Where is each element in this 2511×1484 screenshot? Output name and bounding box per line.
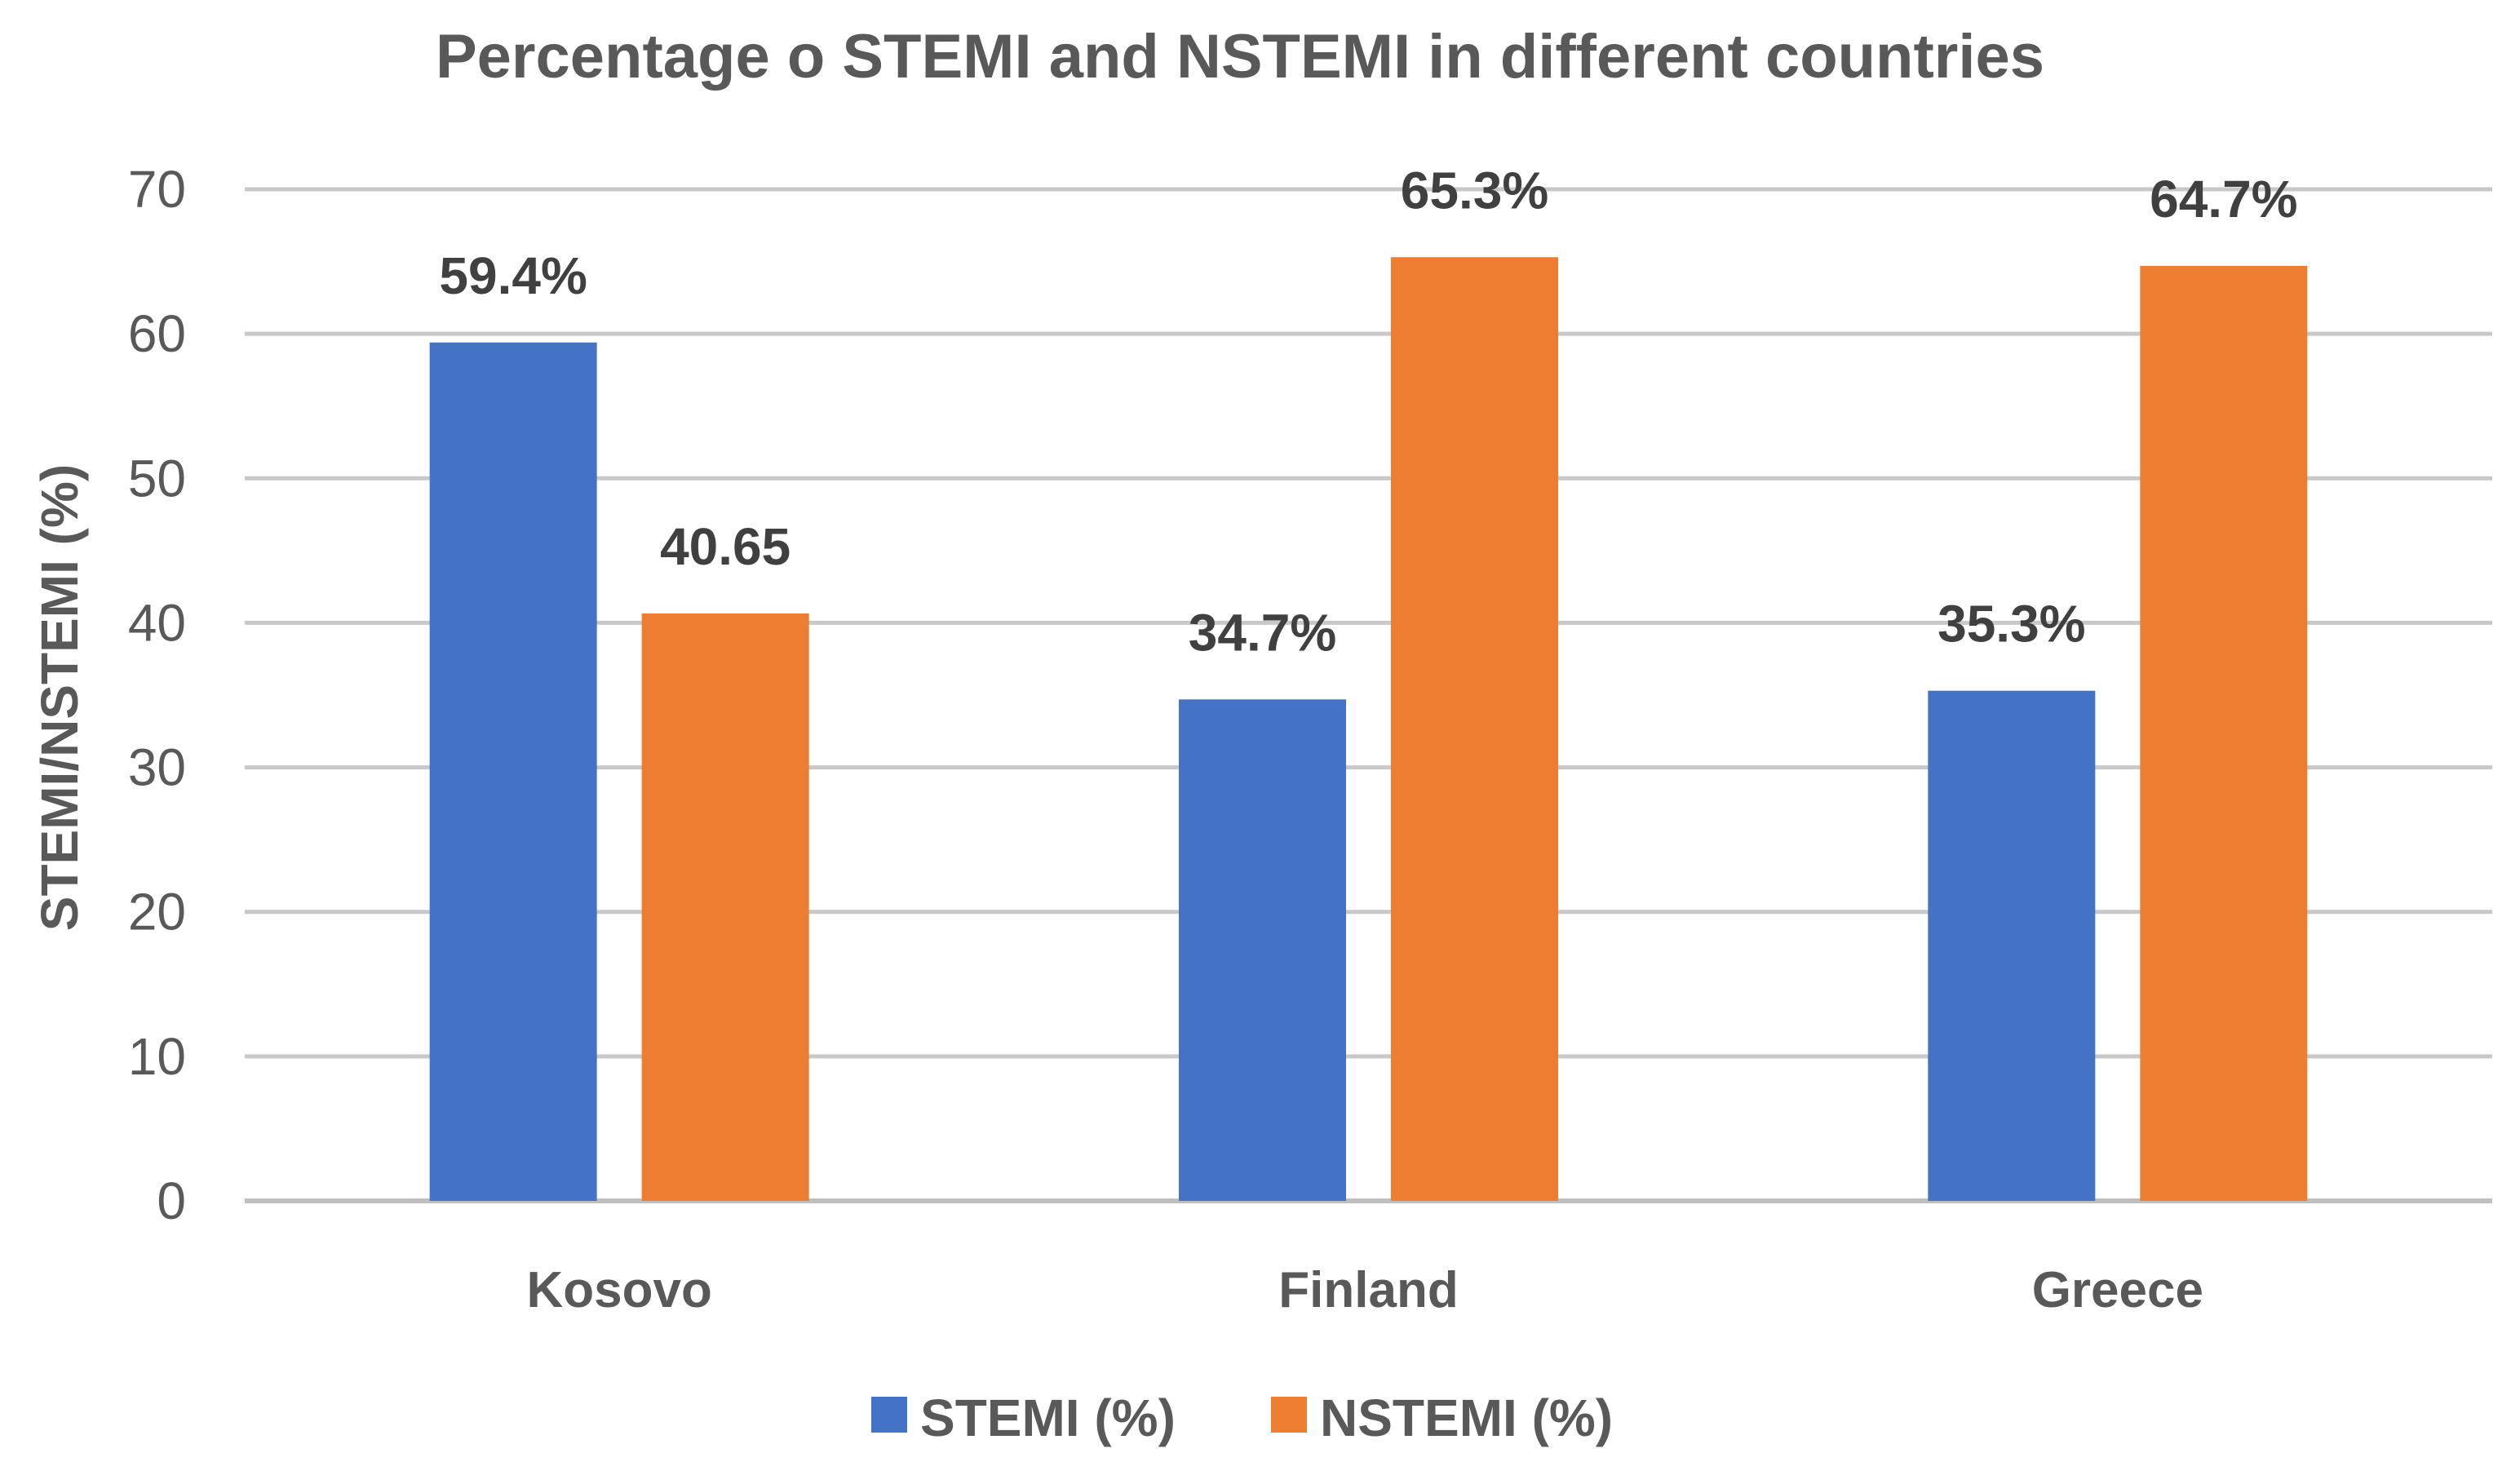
bar bbox=[641, 613, 809, 1201]
y-axis-ticks: 0 10 20 30 40 50 60 70 bbox=[128, 160, 186, 1230]
data-labels: 59.4% 40.65 34.7% 65.3% 35.3% 64.7% bbox=[439, 161, 2297, 662]
legend-swatch bbox=[871, 1397, 907, 1433]
data-label: 59.4% bbox=[439, 246, 587, 305]
data-label: 64.7% bbox=[2150, 170, 2297, 228]
x-category-label: Kosovo bbox=[526, 1262, 711, 1318]
x-category-label: Greece bbox=[2032, 1262, 2203, 1318]
y-axis-label: STEMI/NSTEMI (%) bbox=[30, 464, 89, 931]
y-tick-label: 20 bbox=[128, 883, 186, 941]
data-label: 40.65 bbox=[660, 517, 790, 576]
legend-swatch bbox=[1271, 1397, 1307, 1433]
x-axis-categories: Kosovo Finland Greece bbox=[526, 1262, 2203, 1318]
bar bbox=[1179, 699, 1346, 1201]
y-tick-label: 0 bbox=[157, 1172, 186, 1230]
y-tick-label: 70 bbox=[128, 160, 186, 219]
legend-label: STEMI (%) bbox=[920, 1389, 1176, 1447]
y-tick-label: 10 bbox=[128, 1027, 186, 1086]
bars bbox=[429, 257, 2308, 1202]
y-tick-label: 60 bbox=[128, 304, 186, 363]
gridlines bbox=[245, 187, 2492, 1203]
x-category-label: Finland bbox=[1278, 1262, 1458, 1318]
y-tick-label: 30 bbox=[128, 738, 186, 797]
data-label: 35.3% bbox=[1938, 595, 2085, 653]
data-label: 34.7% bbox=[1189, 603, 1336, 662]
bar bbox=[429, 342, 597, 1201]
legend: STEMI (%) NSTEMI (%) bbox=[871, 1389, 1613, 1447]
y-tick-label: 40 bbox=[128, 593, 186, 652]
chart-title: Percentage o STEMI and NSTEMI in differe… bbox=[436, 22, 2044, 91]
legend-label: NSTEMI (%) bbox=[1320, 1389, 1613, 1447]
bar bbox=[1928, 690, 2096, 1201]
bar bbox=[2140, 265, 2308, 1201]
bar bbox=[1391, 257, 1558, 1202]
y-tick-label: 50 bbox=[128, 449, 186, 507]
data-label: 65.3% bbox=[1401, 161, 1548, 219]
